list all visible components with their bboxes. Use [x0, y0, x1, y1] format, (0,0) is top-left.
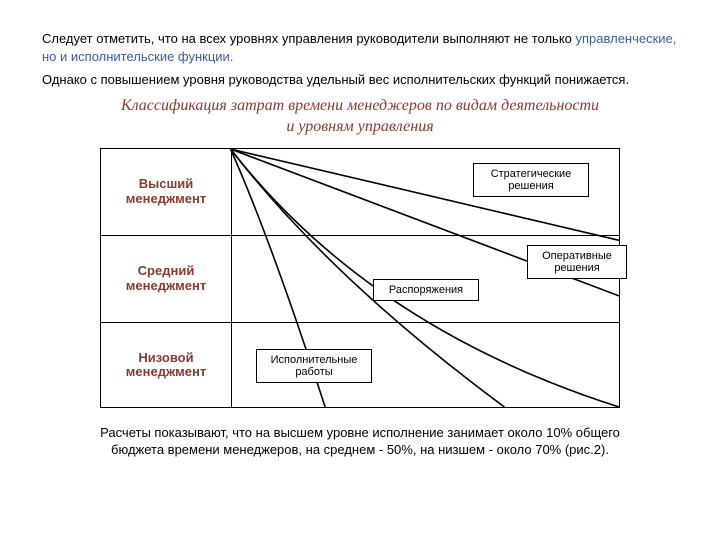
intro-paragraph-1: Следует отметить, что на всех уровнях уп…	[42, 30, 678, 65]
slide: Следует отметить, что на всех уровнях уп…	[0, 0, 720, 540]
diagram-callout: Стратегические решения	[473, 163, 589, 197]
diagram-callout: Распоряжения	[373, 279, 479, 301]
diagram-callout: Оперативные решения	[527, 245, 627, 279]
diagram-subtitle: Классификация затрат времени менеджеров …	[120, 95, 600, 138]
outro-paragraph: Расчеты показывают, что на высшем уровне…	[100, 424, 620, 459]
intro-text-before: Следует отметить, что на всех уровнях уп…	[42, 31, 576, 46]
diagram-callout: Исполнительные работы	[256, 349, 372, 383]
intro-paragraph-2: Однако с повышением уровня руководства у…	[42, 71, 678, 89]
classification-diagram: Высший менеджмент Средний менеджмент Низ…	[100, 148, 620, 408]
